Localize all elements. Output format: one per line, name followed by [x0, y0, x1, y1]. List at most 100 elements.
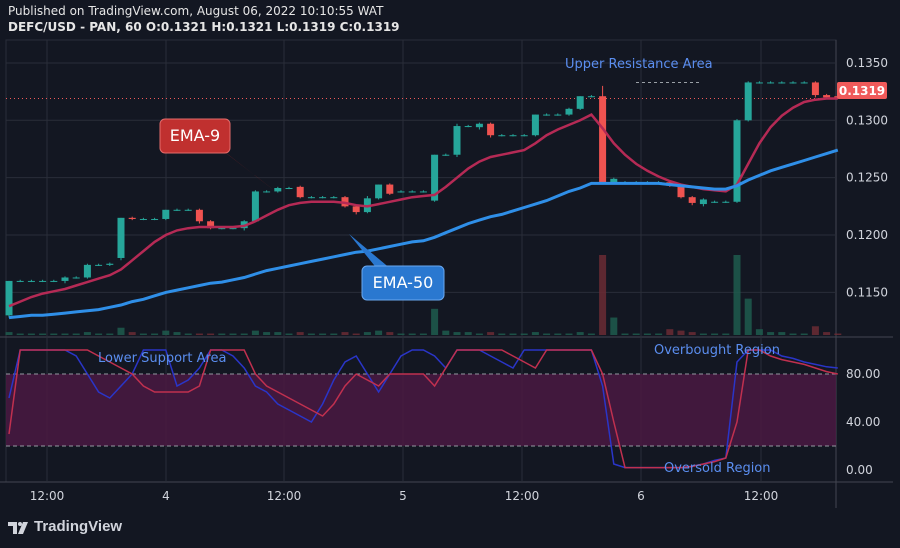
candle-body: [677, 185, 685, 198]
volume-bar: [274, 332, 282, 335]
candle-body: [789, 82, 797, 84]
candle-body: [408, 191, 416, 193]
volume-bar: [565, 333, 573, 335]
volume-bar: [408, 333, 416, 335]
volume-bar: [800, 333, 808, 335]
candle-body: [543, 114, 551, 116]
x-tick-label: 12:00: [267, 489, 302, 503]
candle-body: [229, 228, 237, 230]
volume-bar: [699, 333, 707, 335]
candle-body: [722, 201, 730, 203]
candle-body: [599, 96, 607, 183]
candle-body: [565, 108, 573, 115]
y-tick-label: 0.1350: [846, 56, 888, 70]
candle-body: [711, 201, 719, 203]
volume-bar: [341, 332, 349, 335]
volume-bar: [442, 330, 450, 335]
volume-bar: [767, 332, 775, 335]
volume-bar: [95, 333, 103, 335]
oscillator-tick-label: 80.00: [846, 367, 880, 381]
candle-body: [554, 114, 562, 116]
volume-bar: [610, 317, 618, 335]
volume-bar: [330, 333, 338, 335]
candle-body: [442, 154, 450, 156]
volume-bar: [677, 330, 685, 335]
candle-body: [251, 191, 259, 222]
candle-body: [475, 123, 483, 128]
volume-bar: [453, 332, 461, 335]
y-tick-label: 0.1300: [846, 113, 888, 127]
upper-resistance-label: Upper Resistance Area: [565, 57, 713, 72]
volume-bar: [128, 332, 136, 335]
volume-bar: [554, 333, 562, 335]
candle-body: [587, 96, 595, 98]
volume-bar: [5, 332, 13, 335]
candle-body: [27, 280, 35, 282]
moving-averages: [8, 81, 839, 320]
x-tick-label: 4: [162, 489, 170, 503]
candle-body: [453, 126, 461, 155]
oscillator-tick-label: 0.00: [846, 463, 873, 477]
brand-footer: TradingView: [8, 518, 122, 535]
x-tick-label: 12:00: [744, 489, 779, 503]
candle-body: [767, 82, 775, 84]
volume-bar: [352, 333, 360, 335]
volume-bar: [464, 332, 472, 335]
candle-body: [39, 280, 47, 282]
volume-bar: [632, 333, 640, 335]
candle-body: [431, 154, 439, 201]
volume-bar: [520, 333, 528, 335]
volume-bar: [666, 329, 674, 335]
volume-bar: [363, 332, 371, 335]
candle-body: [386, 184, 394, 194]
volume-bar: [240, 333, 248, 335]
oversold-label: Oversold Region: [664, 461, 771, 476]
candle-body: [16, 280, 24, 282]
candle-body: [778, 82, 786, 84]
volume-bar: [643, 333, 651, 335]
candle-body: [61, 277, 69, 281]
candle-body: [823, 95, 831, 98]
volume-bar: [251, 330, 259, 335]
candle-body: [117, 217, 125, 258]
volume-bar: [778, 332, 786, 335]
volume-bar: [386, 332, 394, 335]
annotations: Upper Resistance Area Lower Support Area…: [98, 57, 887, 476]
volume-bar: [83, 332, 91, 335]
volume-bar: [61, 333, 69, 335]
volume-bar: [50, 333, 58, 335]
candle-body: [139, 218, 147, 220]
volume-bar: [27, 333, 35, 335]
volume-bar: [16, 333, 24, 335]
volume-bar: [218, 333, 226, 335]
candle-body: [106, 263, 114, 265]
volume-bar: [207, 333, 215, 335]
candle-body: [464, 126, 472, 128]
volume-bar: [195, 333, 203, 335]
candle-body: [274, 188, 282, 192]
volume-bar: [688, 332, 696, 335]
candle-body: [296, 186, 304, 198]
volume-bar: [621, 333, 629, 335]
price-tag-box: [837, 82, 887, 99]
candle-body: [173, 209, 181, 211]
ema50-callout-label: EMA-50: [373, 273, 434, 292]
candle-body: [263, 191, 271, 193]
candle-body: [487, 123, 495, 136]
candle-body: [330, 197, 338, 199]
volume-bar: [285, 333, 293, 335]
candle-body: [307, 197, 315, 199]
volume-bar: [531, 332, 539, 335]
volume-bar: [823, 332, 831, 335]
volume-bar: [162, 330, 170, 335]
volume-bar: [722, 333, 730, 335]
volume-bar: [263, 332, 271, 335]
candle-body: [498, 135, 506, 137]
volume-bar: [397, 333, 405, 335]
candle-body: [699, 199, 707, 205]
volume-bar: [431, 308, 439, 335]
lower-support-label: Lower Support Area: [98, 351, 227, 366]
y-tick-label: 0.1250: [846, 171, 888, 185]
volume-bar: [744, 298, 752, 335]
